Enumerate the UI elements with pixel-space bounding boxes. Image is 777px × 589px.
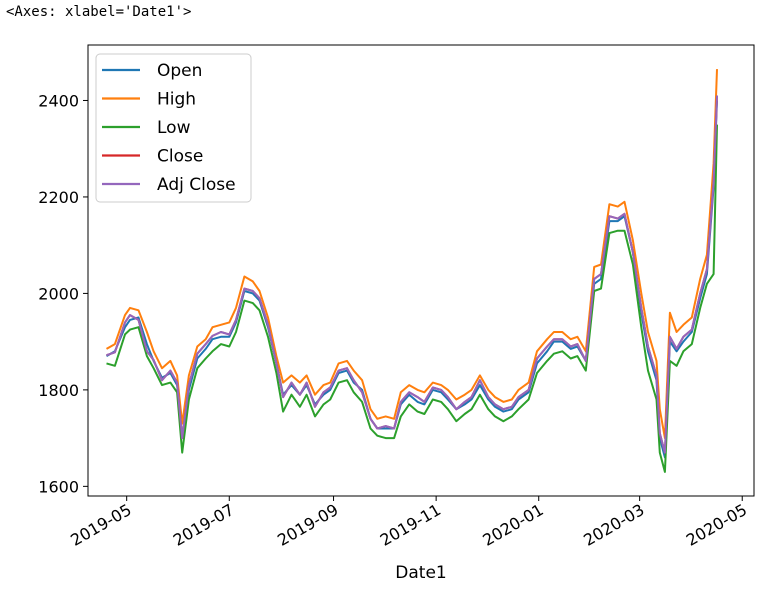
y-axis: 1600 1800 2000 2200 2400 [38,91,88,496]
series-line-1 [106,69,718,440]
series-line-2 [106,124,718,473]
x-tick-label: 2020-01 [479,500,546,550]
y-tick-label: 1800 [38,381,79,400]
series-layer [106,69,718,473]
legend-label: Open [157,61,202,81]
legend-label: Low [157,118,191,138]
y-tick-label: 2000 [38,284,79,303]
x-axis: 2019-05 2019-07 2019-09 2019-11 2020-01 2020-… [67,496,750,550]
series-line-4 [106,95,718,454]
x-tick-label: 2020-03 [580,500,647,550]
legend-label: High [157,90,196,110]
x-tick-label: 2019-11 [377,500,444,550]
y-tick-label: 1600 [38,477,79,496]
legend-label: Adj Close [157,175,236,195]
legend-label: Close [157,147,203,167]
axes-frame [87,44,755,497]
x-tick-label: 2019-07 [170,500,237,550]
y-tick-label: 2400 [38,91,79,110]
x-tick-label: 2020-05 [683,500,750,550]
legend-box [95,53,252,203]
legend: Open High Low Close Adj Close [95,53,252,203]
axes-repr-text: <Axes: xlabel='Date1'> [6,4,192,20]
x-tick-label: 2019-05 [67,500,134,550]
y-tick-label: 2200 [38,188,79,207]
x-tick-label: 2019-09 [274,500,341,550]
x-axis-title: Date1 [395,563,446,583]
